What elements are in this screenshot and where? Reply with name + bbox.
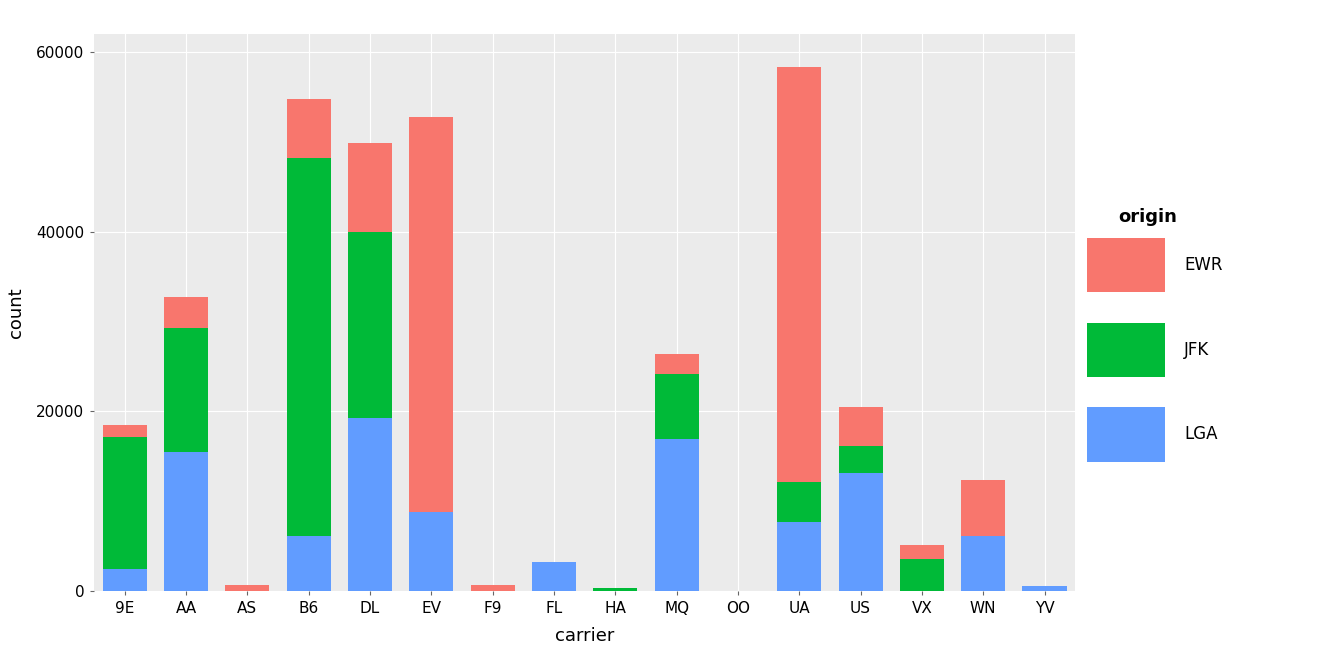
Bar: [348, 143, 392, 232]
Bar: [286, 158, 331, 536]
Bar: [655, 439, 699, 591]
Bar: [655, 354, 699, 374]
Bar: [286, 99, 331, 158]
Bar: [961, 480, 1005, 536]
Bar: [900, 545, 943, 559]
Bar: [655, 374, 699, 439]
FancyBboxPatch shape: [1087, 407, 1165, 462]
Bar: [102, 569, 146, 591]
FancyBboxPatch shape: [1087, 238, 1165, 292]
Bar: [532, 562, 577, 591]
Bar: [777, 482, 821, 522]
Bar: [900, 559, 943, 591]
Text: LGA: LGA: [1184, 425, 1218, 444]
Bar: [348, 418, 392, 591]
Bar: [164, 297, 208, 329]
Bar: [777, 522, 821, 591]
Bar: [839, 407, 883, 446]
X-axis label: carrier: carrier: [555, 627, 614, 645]
Bar: [226, 585, 269, 591]
Bar: [410, 512, 453, 591]
Bar: [164, 452, 208, 591]
Y-axis label: count: count: [7, 287, 26, 338]
Bar: [102, 425, 146, 437]
Bar: [348, 232, 392, 418]
Text: EWR: EWR: [1184, 256, 1223, 274]
Bar: [593, 588, 637, 591]
Bar: [410, 117, 453, 512]
Bar: [839, 473, 883, 591]
Text: JFK: JFK: [1184, 341, 1210, 359]
Bar: [470, 585, 515, 591]
Bar: [777, 67, 821, 482]
FancyBboxPatch shape: [1087, 323, 1165, 377]
Bar: [164, 329, 208, 452]
Bar: [102, 437, 146, 569]
Bar: [839, 446, 883, 473]
Bar: [1023, 587, 1067, 591]
Bar: [286, 536, 331, 591]
Text: origin: origin: [1118, 208, 1177, 226]
Bar: [961, 536, 1005, 591]
